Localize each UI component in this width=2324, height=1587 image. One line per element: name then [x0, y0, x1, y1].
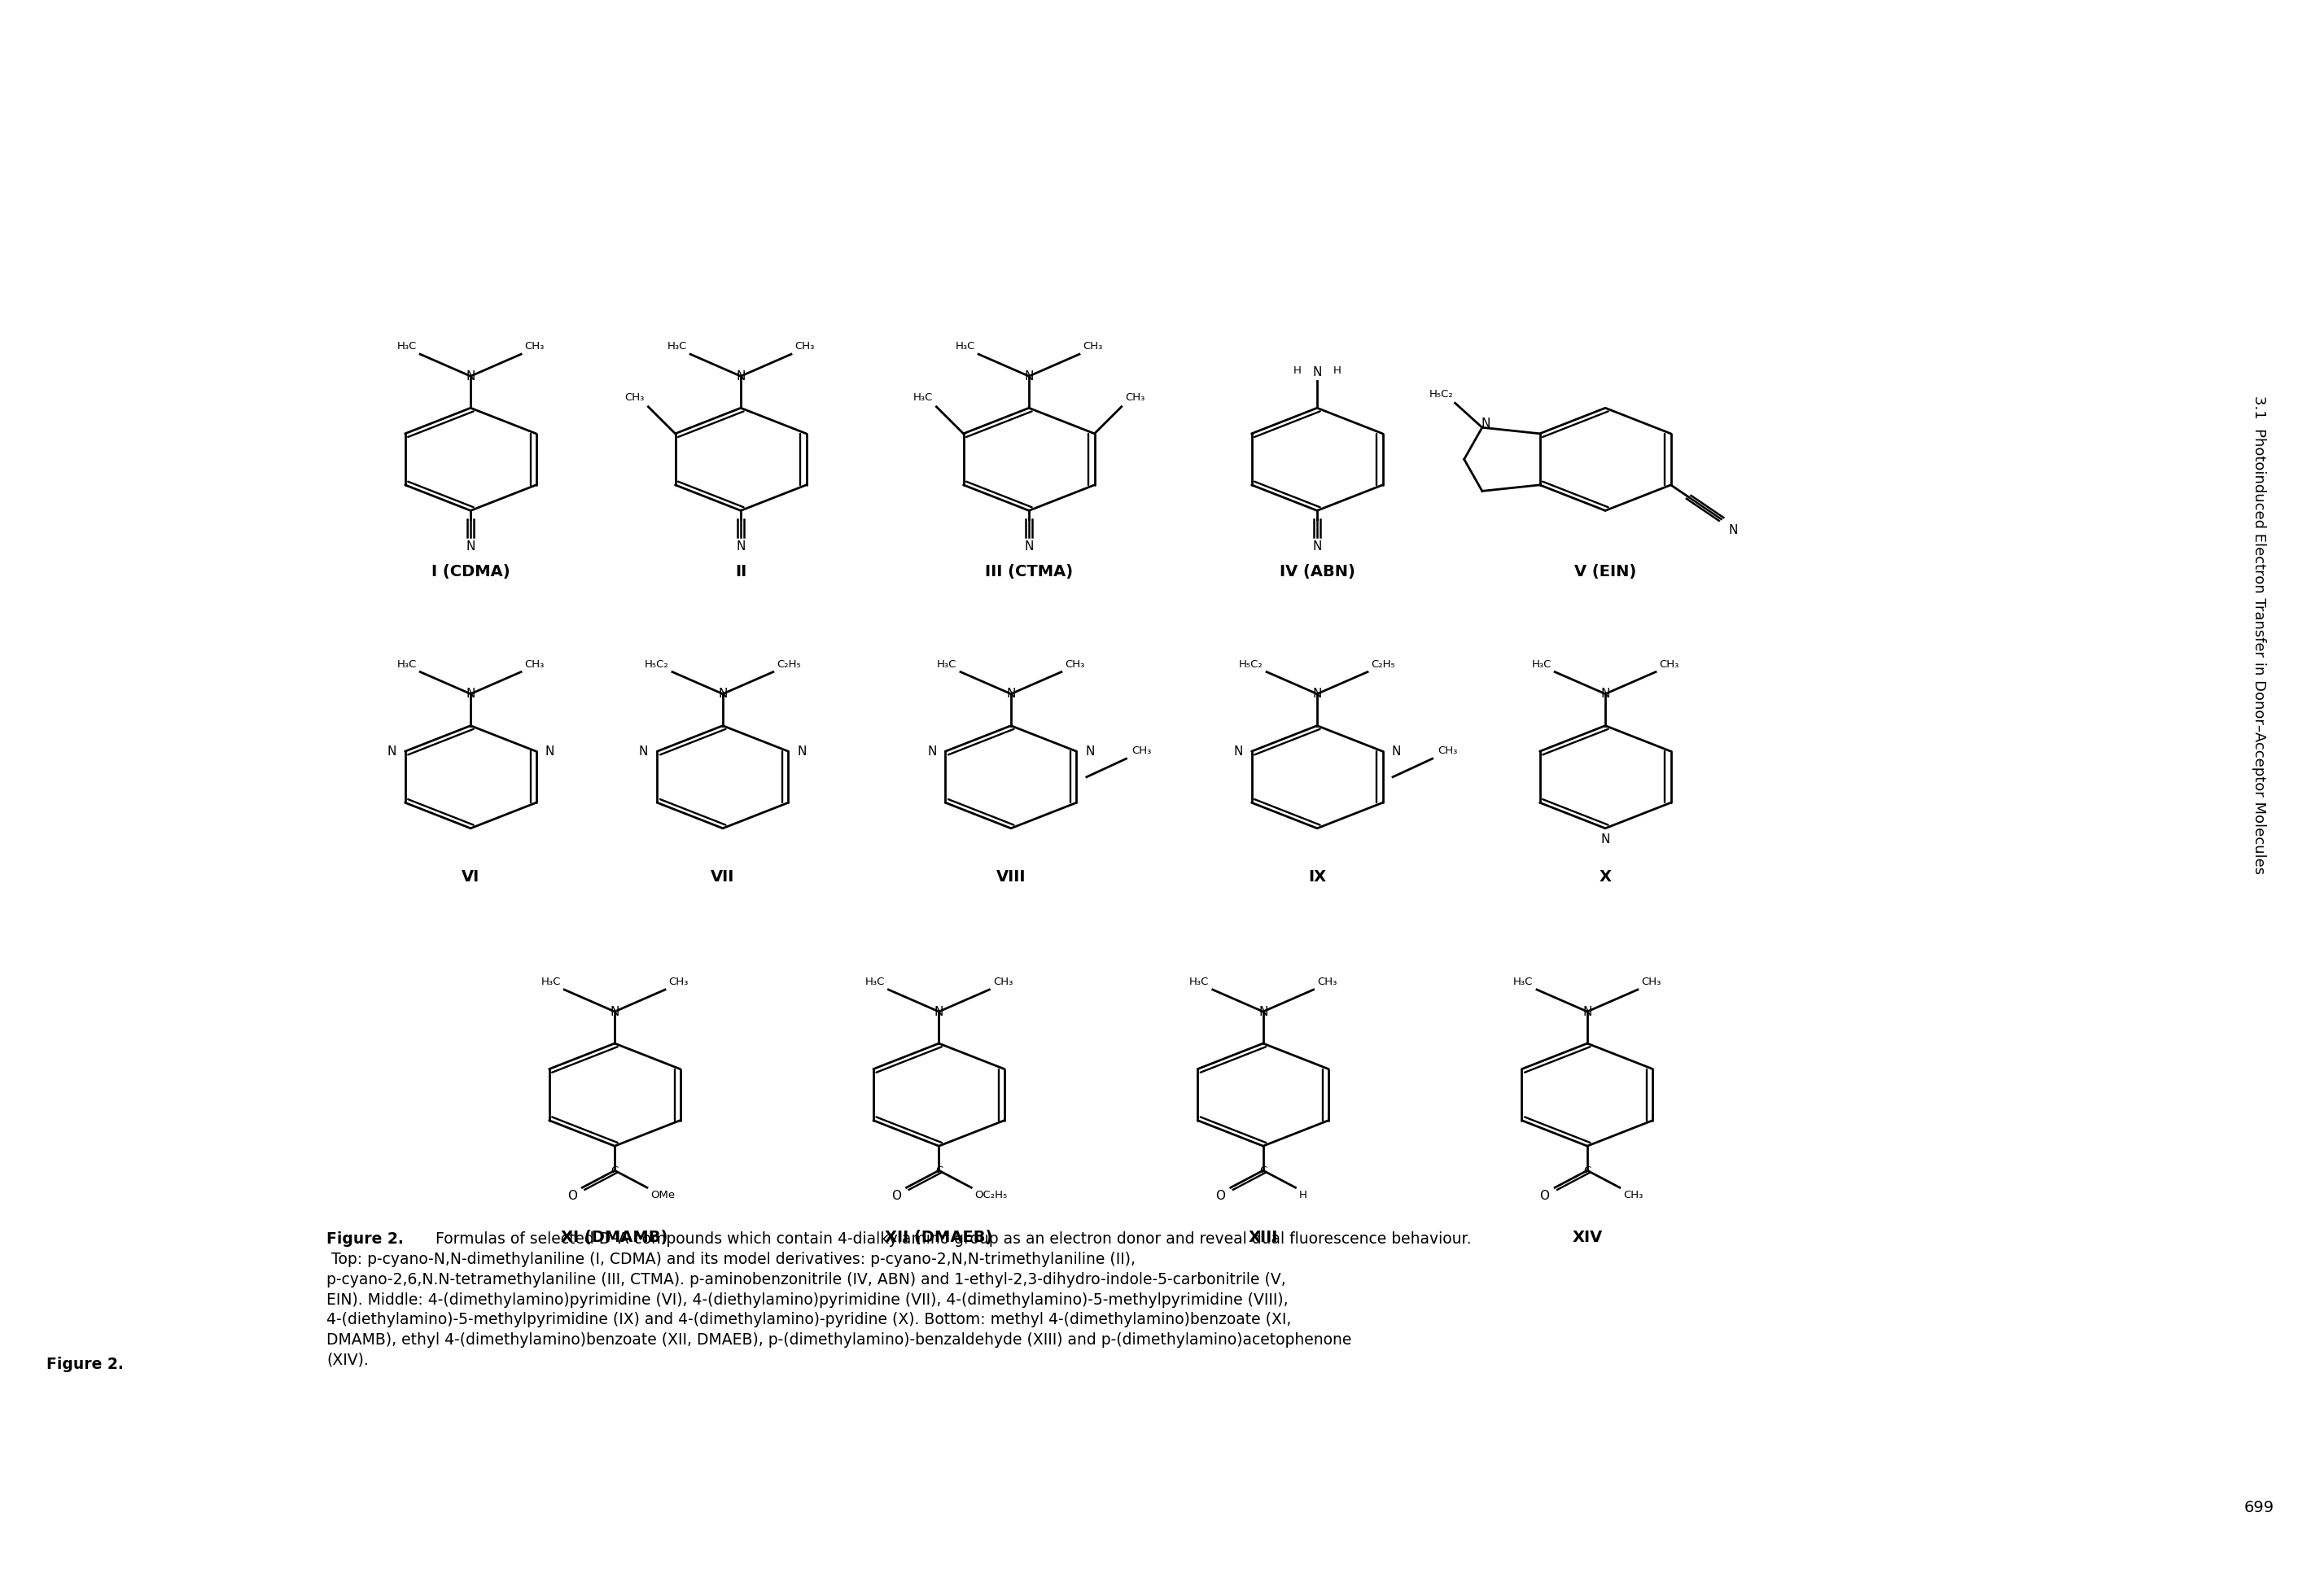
Text: H₃C: H₃C: [937, 659, 957, 670]
Text: CH₃: CH₃: [992, 976, 1013, 987]
Text: C₂H₅: C₂H₅: [776, 659, 802, 670]
Text: CH₃: CH₃: [1083, 341, 1104, 352]
Text: O: O: [892, 1190, 902, 1203]
Text: N: N: [1260, 1006, 1267, 1017]
Text: N: N: [386, 746, 395, 757]
Text: H₃C: H₃C: [1513, 976, 1534, 987]
Text: I (CDMA): I (CDMA): [432, 563, 509, 579]
Text: N: N: [1234, 746, 1243, 757]
Text: V (EIN): V (EIN): [1573, 563, 1636, 579]
Text: IV (ABN): IV (ABN): [1278, 563, 1355, 579]
Text: CH₃: CH₃: [1318, 976, 1336, 987]
Text: (XIV).: (XIV).: [325, 1352, 370, 1368]
Text: H₅C₂: H₅C₂: [1429, 389, 1452, 400]
Text: N: N: [467, 370, 474, 382]
Text: II: II: [734, 563, 746, 579]
Text: H: H: [1299, 1190, 1306, 1201]
Text: H₃C: H₃C: [1190, 976, 1208, 987]
Text: N: N: [1392, 746, 1401, 757]
Text: Figure 2.: Figure 2.: [325, 1232, 404, 1247]
Text: N: N: [797, 746, 806, 757]
Text: N: N: [1480, 417, 1490, 430]
Text: H₅C₂: H₅C₂: [1239, 659, 1264, 670]
Text: VI: VI: [462, 870, 479, 886]
Text: p-cyano-2,6,N.N-tetramethylaniline (III, CTMA). p-aminobenzonitrile (IV, ABN) an: p-cyano-2,6,N.N-tetramethylaniline (III,…: [325, 1271, 1285, 1287]
Text: N: N: [1025, 370, 1034, 382]
Text: N: N: [737, 541, 746, 552]
Text: H₃C: H₃C: [865, 976, 885, 987]
Text: H₃C: H₃C: [397, 341, 416, 352]
Text: C: C: [934, 1165, 944, 1176]
Text: N: N: [1601, 687, 1611, 700]
Text: OMe: OMe: [651, 1190, 676, 1201]
Text: 4-(diethylamino)-5-methylpyrimidine (IX) and 4-(dimethylamino)-pyridine (X). Bot: 4-(diethylamino)-5-methylpyrimidine (IX)…: [325, 1312, 1292, 1328]
Text: CH₃: CH₃: [1659, 659, 1680, 670]
Text: C₂H₅: C₂H₅: [1371, 659, 1394, 670]
Text: N: N: [467, 541, 474, 552]
Text: CH₃: CH₃: [1064, 659, 1085, 670]
Text: H: H: [1292, 365, 1301, 376]
Text: X: X: [1599, 870, 1611, 886]
Text: H₃C: H₃C: [667, 341, 688, 352]
Text: H₅C₂: H₅C₂: [644, 659, 669, 670]
Text: CH₃: CH₃: [1439, 746, 1457, 757]
Text: 3.1  Photoinduced Electron Transfer in Donor–Acceptor Molecules: 3.1 Photoinduced Electron Transfer in Do…: [2252, 395, 2266, 874]
Text: H₃C: H₃C: [955, 341, 976, 352]
Text: N: N: [1025, 541, 1034, 552]
Text: XIV: XIV: [1571, 1230, 1604, 1246]
Text: N: N: [737, 370, 746, 382]
Text: N: N: [1006, 687, 1016, 700]
Text: N: N: [1729, 524, 1738, 536]
Text: CH₃: CH₃: [525, 341, 544, 352]
Text: N: N: [639, 746, 648, 757]
Text: O: O: [1541, 1190, 1550, 1203]
Text: N: N: [1085, 746, 1095, 757]
Text: N: N: [467, 687, 474, 700]
Text: N: N: [1583, 1006, 1592, 1017]
Text: XIII: XIII: [1248, 1230, 1278, 1246]
Text: N: N: [611, 1006, 618, 1017]
Text: Figure 2.  Formulas of selected D–A compounds which contain 4-dialkylamino group: Figure 2. Formulas of selected D–A compo…: [46, 1357, 2271, 1408]
Text: XII (DMAEB): XII (DMAEB): [885, 1230, 992, 1246]
Text: XI (DMAMB): XI (DMAMB): [560, 1230, 669, 1246]
Text: N: N: [934, 1006, 944, 1017]
Text: C: C: [611, 1165, 618, 1176]
Text: H₃C: H₃C: [913, 392, 932, 403]
Text: N: N: [1313, 367, 1322, 379]
Text: VIII: VIII: [997, 870, 1025, 886]
Text: CH₃: CH₃: [1125, 392, 1146, 403]
Text: N: N: [546, 746, 555, 757]
Text: EIN). Middle: 4-(dimethylamino)pyrimidine (VI), 4-(diethylamino)pyrimidine (VII): EIN). Middle: 4-(dimethylamino)pyrimidin…: [325, 1292, 1287, 1308]
Text: Figure 2.: Figure 2.: [46, 1357, 123, 1373]
Text: CH₃: CH₃: [669, 976, 688, 987]
Text: N: N: [1601, 833, 1611, 846]
Text: 699: 699: [2243, 1500, 2275, 1516]
Text: Formulas of selected D–A compounds which contain 4-dialkylamino group as an elec: Formulas of selected D–A compounds which…: [425, 1232, 1471, 1247]
Text: CH₃: CH₃: [795, 341, 816, 352]
Text: H₃C: H₃C: [541, 976, 560, 987]
Text: Top: p-cyano-N,N-dimethylaniline (I, CDMA) and its model derivatives: p-cyano-2,: Top: p-cyano-N,N-dimethylaniline (I, CDM…: [325, 1252, 1136, 1266]
Text: VII: VII: [711, 870, 734, 886]
Text: DMAMB), ethyl 4-(dimethylamino)benzoate (XII, DMAEB), p-(dimethylamino)-benzalde: DMAMB), ethyl 4-(dimethylamino)benzoate …: [325, 1333, 1353, 1347]
Text: O: O: [567, 1190, 576, 1203]
Text: OC₂H₅: OC₂H₅: [976, 1190, 1009, 1201]
Text: CH₃: CH₃: [1132, 746, 1150, 757]
Text: III (CTMA): III (CTMA): [985, 563, 1074, 579]
Text: C: C: [1260, 1165, 1267, 1176]
Text: CH₃: CH₃: [525, 659, 544, 670]
Text: O: O: [1215, 1190, 1225, 1203]
Text: H₃C: H₃C: [397, 659, 416, 670]
Text: H₃C: H₃C: [1532, 659, 1552, 670]
Text: CH₃: CH₃: [1622, 1190, 1643, 1201]
Text: C: C: [1583, 1165, 1592, 1176]
Text: IX: IX: [1308, 870, 1327, 886]
Text: N: N: [927, 746, 937, 757]
Text: N: N: [1313, 687, 1322, 700]
Text: H: H: [1334, 365, 1341, 376]
Text: CH₃: CH₃: [1641, 976, 1662, 987]
Text: N: N: [718, 687, 727, 700]
Text: CH₃: CH₃: [625, 392, 644, 403]
Text: N: N: [1313, 541, 1322, 552]
